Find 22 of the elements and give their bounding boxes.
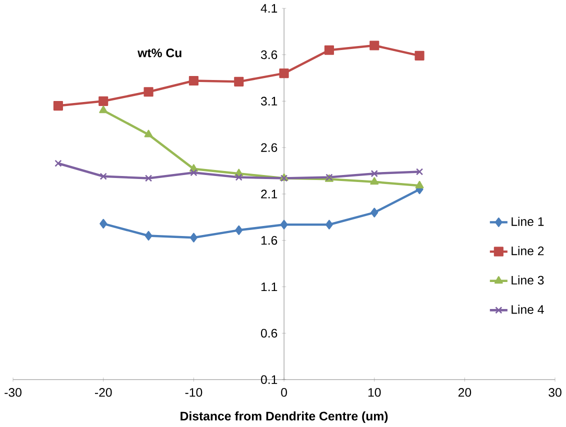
x-tick-label: 10 — [368, 388, 381, 397]
y-tick-label: 0.1 — [260, 375, 278, 384]
y-tick-label: 2.6 — [261, 143, 278, 152]
x-axis-title: Distance from Dendrite Centre (um) — [180, 411, 388, 423]
x-tick-label: -30 — [4, 388, 22, 397]
y-tick-label: 3.6 — [260, 50, 278, 60]
y-tick-label: 0.6 — [260, 328, 278, 338]
legend-label: Line 3 — [512, 275, 544, 285]
legend-label: Line 2 — [512, 246, 544, 256]
x-tick-label: 0 — [281, 388, 287, 397]
y-tick-label: 1.1 — [261, 282, 278, 292]
y-tick-label: 4.1 — [260, 4, 278, 13]
y-tick-label: 3.1 — [260, 96, 278, 106]
y-axis-title: wt% Cu — [138, 48, 182, 58]
legend-label: Line 1 — [512, 216, 544, 226]
x-tick-label: 20 — [458, 388, 472, 397]
x-tick-label: -20 — [94, 388, 112, 397]
y-tick-label: 1.6 — [261, 236, 278, 245]
x-tick-label: -10 — [185, 388, 202, 397]
legend-label: Line 4 — [512, 304, 544, 314]
y-tick-label: 2.1 — [261, 190, 278, 198]
x-tick-label: 30 — [548, 388, 562, 397]
